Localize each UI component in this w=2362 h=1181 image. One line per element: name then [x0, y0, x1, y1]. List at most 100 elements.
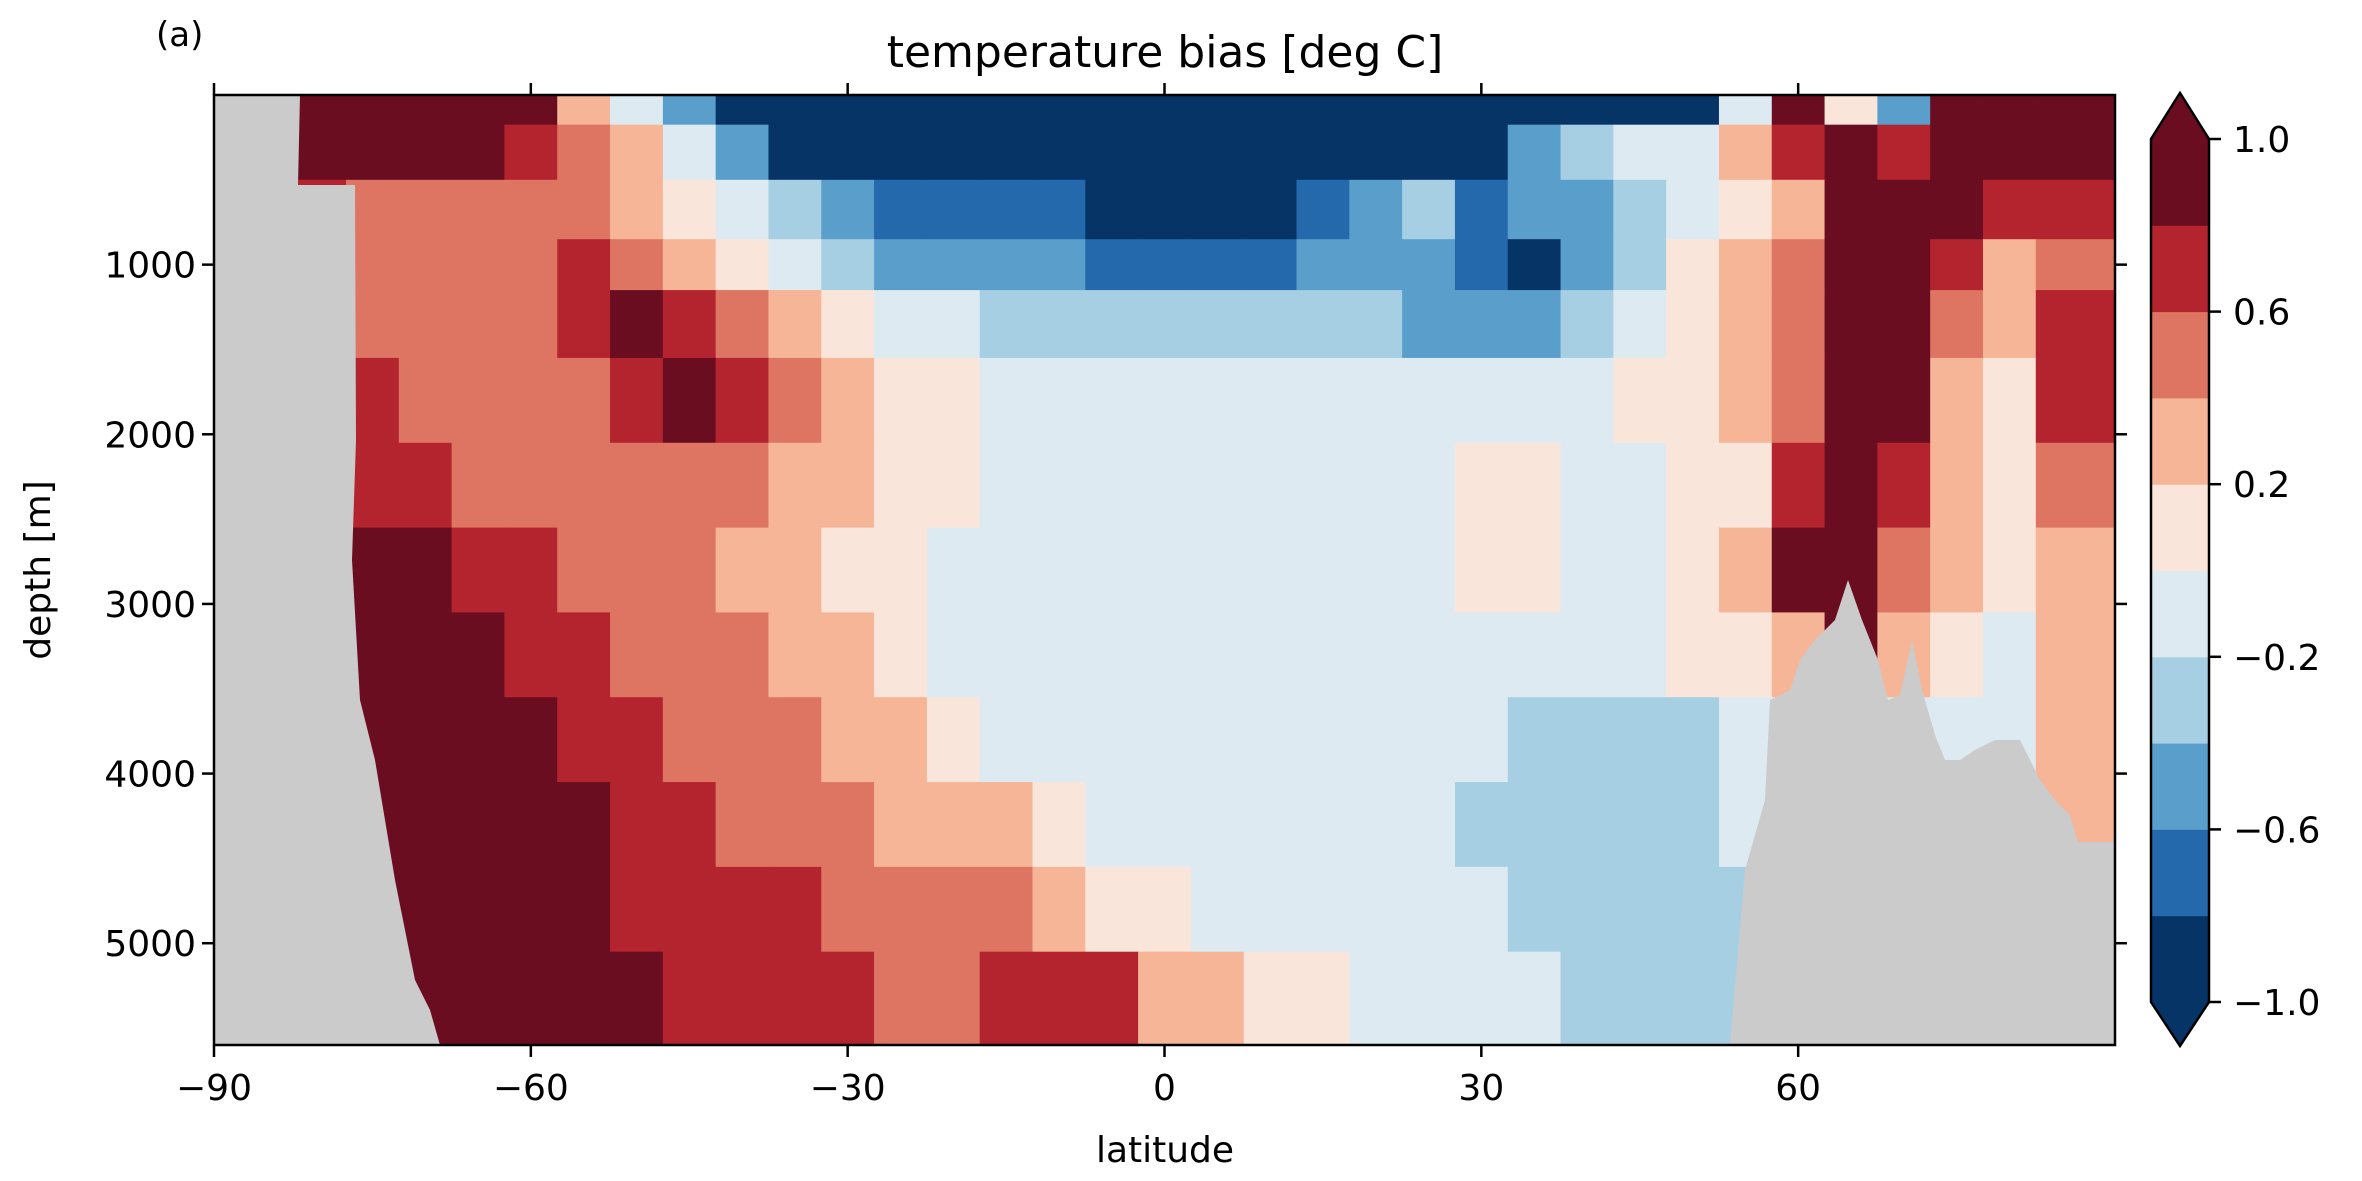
contour-cell	[1402, 290, 1456, 359]
contour-cell	[1666, 95, 1720, 126]
colorbar-segment	[2151, 225, 2209, 313]
contour-cell	[2035, 179, 2115, 240]
y-tick-label: 1000	[104, 246, 196, 287]
arctic-seafloor	[1730, 580, 2115, 1045]
contour-cell	[557, 782, 611, 868]
contour-cell	[1190, 612, 1245, 698]
contour-cell	[1138, 357, 1192, 444]
contour-cell	[1560, 124, 1614, 181]
contour-cell	[1771, 124, 1826, 181]
contour-cell	[1032, 527, 1086, 614]
contour-cell	[1085, 951, 1139, 1045]
contour-cell	[1560, 612, 1614, 698]
contour-cell	[874, 290, 928, 359]
contour-cell	[1138, 179, 1192, 240]
contour-cell	[1718, 290, 1773, 359]
contour-cell	[1507, 357, 1562, 444]
y-tick-label: 3000	[104, 585, 196, 626]
contour-cell	[2035, 612, 2115, 698]
contour-cell	[1771, 179, 1826, 240]
contour-cell	[1507, 527, 1562, 614]
contour-cell	[1190, 179, 1245, 240]
contour-cell	[821, 951, 875, 1045]
contour-cell	[1243, 527, 1298, 614]
contour-cell	[1402, 124, 1456, 181]
contour-cell	[1613, 527, 1667, 614]
contour-cell	[1190, 866, 1245, 953]
contour-cell	[1243, 612, 1298, 698]
contour-cell	[715, 239, 770, 291]
contour-cell	[1138, 124, 1192, 181]
contour-cell	[451, 951, 506, 1045]
contour-cell	[1982, 95, 2037, 126]
contour-cell	[1032, 697, 1086, 783]
colorbar-segment	[2151, 656, 2209, 744]
contour-cell	[610, 290, 664, 359]
contour-cell	[1982, 239, 2037, 291]
contour-cell	[451, 866, 506, 953]
contour-cell	[1085, 179, 1139, 240]
contour-cell	[1824, 357, 1878, 444]
contour-cell	[768, 357, 822, 444]
contour-cell	[1982, 612, 2037, 698]
contour-cell	[1190, 697, 1245, 783]
contour-cell	[1402, 612, 1456, 698]
contour-cell	[1032, 290, 1086, 359]
contour-cell	[1243, 442, 1298, 529]
contour-cell	[451, 179, 506, 240]
contour-cell	[1507, 782, 1562, 868]
contour-cell	[398, 612, 453, 698]
contour-cell	[1507, 866, 1562, 953]
contour-cell	[1349, 95, 1403, 126]
contour-cell	[1032, 612, 1086, 698]
contour-cell	[1243, 124, 1298, 181]
contour-cell	[1930, 179, 1984, 240]
contour-cell	[557, 951, 611, 1045]
contour-cell	[557, 124, 611, 181]
contour-cell	[1085, 527, 1139, 614]
contour-cell	[1190, 124, 1245, 181]
contour-cell	[1296, 124, 1350, 181]
contour-cell	[1982, 527, 2037, 614]
contour-cell	[504, 357, 558, 444]
contour-cell	[504, 179, 558, 240]
contour-cell	[715, 866, 770, 953]
contour-cell	[1613, 179, 1667, 240]
contour-cell	[821, 782, 875, 868]
contour-cell	[662, 442, 717, 529]
contour-cell	[2035, 442, 2115, 529]
contour-cell	[2035, 95, 2115, 126]
contour-cell	[1190, 95, 1245, 126]
contour-cell	[1349, 866, 1403, 953]
contour-cell	[662, 697, 717, 783]
contour-cell	[874, 95, 928, 126]
contour-cell	[1560, 442, 1614, 529]
contour-cell	[926, 95, 981, 126]
contour-cell	[1982, 290, 2037, 359]
contour-cell	[557, 239, 611, 291]
colorbar-extend-bottom	[2151, 1002, 2209, 1046]
contour-cell	[1138, 239, 1192, 291]
contour-cell	[1613, 290, 1667, 359]
contour-cell	[1930, 612, 1984, 698]
contour-cell	[768, 442, 822, 529]
contour-cell	[1613, 124, 1667, 181]
contour-cell	[1454, 951, 1509, 1045]
contour-cell	[1085, 290, 1139, 359]
contour-cell	[662, 951, 717, 1045]
contour-cell	[1243, 866, 1298, 953]
contour-cell	[1454, 527, 1509, 614]
contour-cell	[979, 357, 1034, 444]
contour-cell	[1243, 290, 1298, 359]
contour-cell	[451, 124, 506, 181]
contour-cell	[1930, 527, 1984, 614]
contour-cell	[874, 612, 928, 698]
contour-cell	[1507, 442, 1562, 529]
contour-cell	[504, 612, 558, 698]
contour-cell	[715, 179, 770, 240]
contour-cell	[1402, 866, 1456, 953]
contour-cell	[1613, 951, 1667, 1045]
contour-cell	[1507, 239, 1562, 291]
contour-cell	[1243, 357, 1298, 444]
contour-cell	[1666, 612, 1720, 698]
